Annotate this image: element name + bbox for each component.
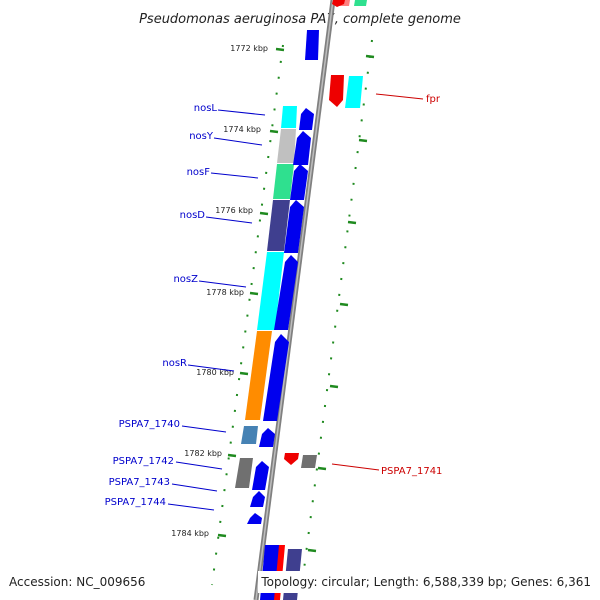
genome-backbone	[253, 0, 336, 600]
label-leader-lines	[167, 93, 424, 511]
ruler-tick	[269, 129, 279, 134]
dotted-guide-tracks	[211, 39, 373, 586]
ruler-label: 1774 kbp	[223, 125, 261, 134]
ruler-label: 1782 kbp	[184, 449, 222, 458]
cog-block-nosL	[281, 106, 297, 128]
cog-feature-track	[235, 0, 367, 600]
cds-nosF	[290, 164, 308, 200]
cds-forward-top	[305, 30, 319, 60]
ruler-tick	[307, 548, 317, 553]
ruler-tick	[339, 302, 349, 307]
ruler-label: 1784 kbp	[171, 529, 209, 538]
ruler-ticks	[217, 47, 375, 553]
accession-text: Accession: NC_009656	[9, 575, 145, 589]
ruler-tick	[227, 453, 237, 458]
cds-PSPA7-1743	[250, 491, 265, 507]
gene-label-nosL: nosL	[194, 103, 218, 114]
ruler-label: 1776 kbp	[215, 206, 253, 215]
cog-block-PSPA7-1740	[241, 426, 258, 444]
cds-PSPA7-1741	[284, 453, 299, 465]
gene-label-PSPA7-1743: PSPA7_1743	[109, 477, 170, 488]
cds-top-red	[332, 0, 345, 7]
cog-block-nosD	[267, 200, 290, 251]
cds-nosL	[299, 108, 314, 130]
ruler-tick	[347, 220, 357, 225]
ruler-tick	[358, 138, 368, 143]
ruler-label: 1778 kbp	[206, 288, 244, 297]
ruler-labels: 1772 kbp 1774 kbp 1776 kbp 1778 kbp 1780…	[171, 44, 268, 538]
gene-label-fpr: fpr	[426, 94, 441, 105]
cds-nosZ	[274, 255, 298, 330]
ruler-tick	[275, 47, 285, 52]
ruler-tick	[249, 291, 259, 296]
gene-label-nosY: nosY	[189, 131, 214, 142]
ruler-tick	[317, 466, 327, 471]
gene-label-PSPA7-1744: PSPA7_1744	[105, 497, 166, 508]
ruler-tick	[329, 384, 339, 389]
cog-block-fpr	[345, 76, 363, 108]
cds-nosR	[263, 334, 289, 421]
topology-text: Topology: circular; Length: 6,588,339 bp…	[260, 575, 591, 589]
cds-nosY	[293, 131, 311, 165]
topology-backdrop	[258, 571, 600, 593]
ruler-tick	[239, 371, 249, 376]
gene-label-nosR: nosR	[162, 358, 187, 369]
cog-block-nosR	[245, 331, 272, 420]
ruler-tick	[217, 533, 227, 538]
cog-block-PSPA7-1741	[301, 455, 317, 468]
ruler-label: 1772 kbp	[230, 44, 268, 53]
gene-labels: nosL nosY nosF nosD nosZ nosR PSPA7_1740…	[105, 94, 443, 508]
gene-label-nosD: nosD	[180, 210, 206, 221]
cog-block-nosY	[277, 129, 296, 163]
cds-PSPA7-1740	[259, 428, 275, 447]
cds-nosD	[284, 200, 304, 253]
gene-label-PSPA7-1741: PSPA7_1741	[381, 466, 442, 477]
map-title: Pseudomonas aeruginosa PA7, complete gen…	[139, 12, 461, 27]
cds-PSPA7-1742	[252, 461, 269, 490]
gene-label-PSPA7-1740: PSPA7_1740	[119, 419, 180, 430]
cds-PSPA7-1744	[247, 513, 262, 524]
ruler-label: 1780 kbp	[196, 368, 234, 377]
cds-fpr	[329, 75, 344, 107]
gene-label-nosZ: nosZ	[173, 274, 198, 285]
cog-block-PSPA7-1742	[235, 458, 253, 488]
cog-block-nosF	[273, 164, 294, 199]
ruler-tick	[365, 54, 375, 59]
gene-label-PSPA7-1742: PSPA7_1742	[113, 456, 174, 467]
cog-block-top-green	[354, 0, 367, 6]
ruler-tick	[259, 211, 269, 216]
gene-label-nosF: nosF	[187, 167, 211, 178]
inner-dotted-track	[211, 44, 284, 586]
